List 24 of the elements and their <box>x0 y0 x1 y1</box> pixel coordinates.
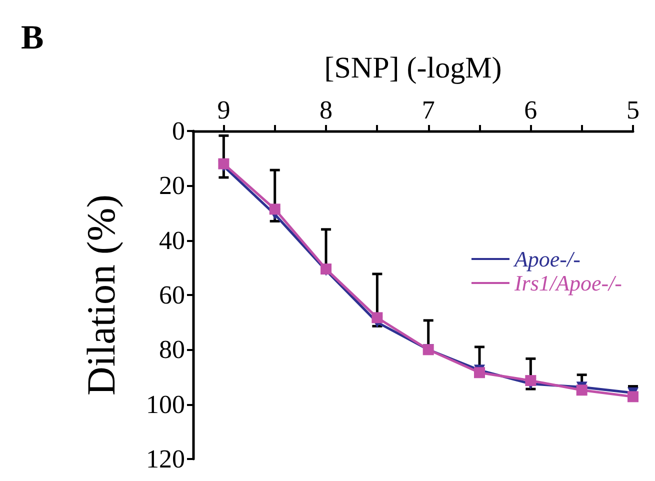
y-tick-label: 60 <box>159 280 185 310</box>
x-tick-label: 6 <box>524 96 538 124</box>
x-tick-label: 9 <box>217 96 230 124</box>
point <box>525 375 536 386</box>
point <box>576 384 588 396</box>
x-tick-label: 5 <box>626 96 640 124</box>
legend-label: Apoe-/- <box>512 246 580 272</box>
y-tick-label: 0 <box>172 116 185 146</box>
x-axis-title: [SNP] (-logM) <box>324 52 502 84</box>
y-tick-label: 40 <box>159 226 185 255</box>
y-tick-label: 80 <box>159 335 185 364</box>
point <box>474 367 486 378</box>
x-tick-label: 7 <box>422 96 435 124</box>
x-tick-label: 8 <box>320 96 333 124</box>
point <box>372 312 383 324</box>
legend-label: Irs1/Apoe-/- <box>513 270 622 296</box>
y-tick-label: 120 <box>146 444 185 474</box>
point <box>628 391 638 402</box>
point <box>218 158 230 170</box>
y-tick-label: 20 <box>159 171 185 200</box>
y-axis-title: Dilation (%) <box>78 194 124 396</box>
y-tick-label: 100 <box>146 390 185 419</box>
point <box>269 204 280 215</box>
chart-title: B <box>21 20 44 56</box>
